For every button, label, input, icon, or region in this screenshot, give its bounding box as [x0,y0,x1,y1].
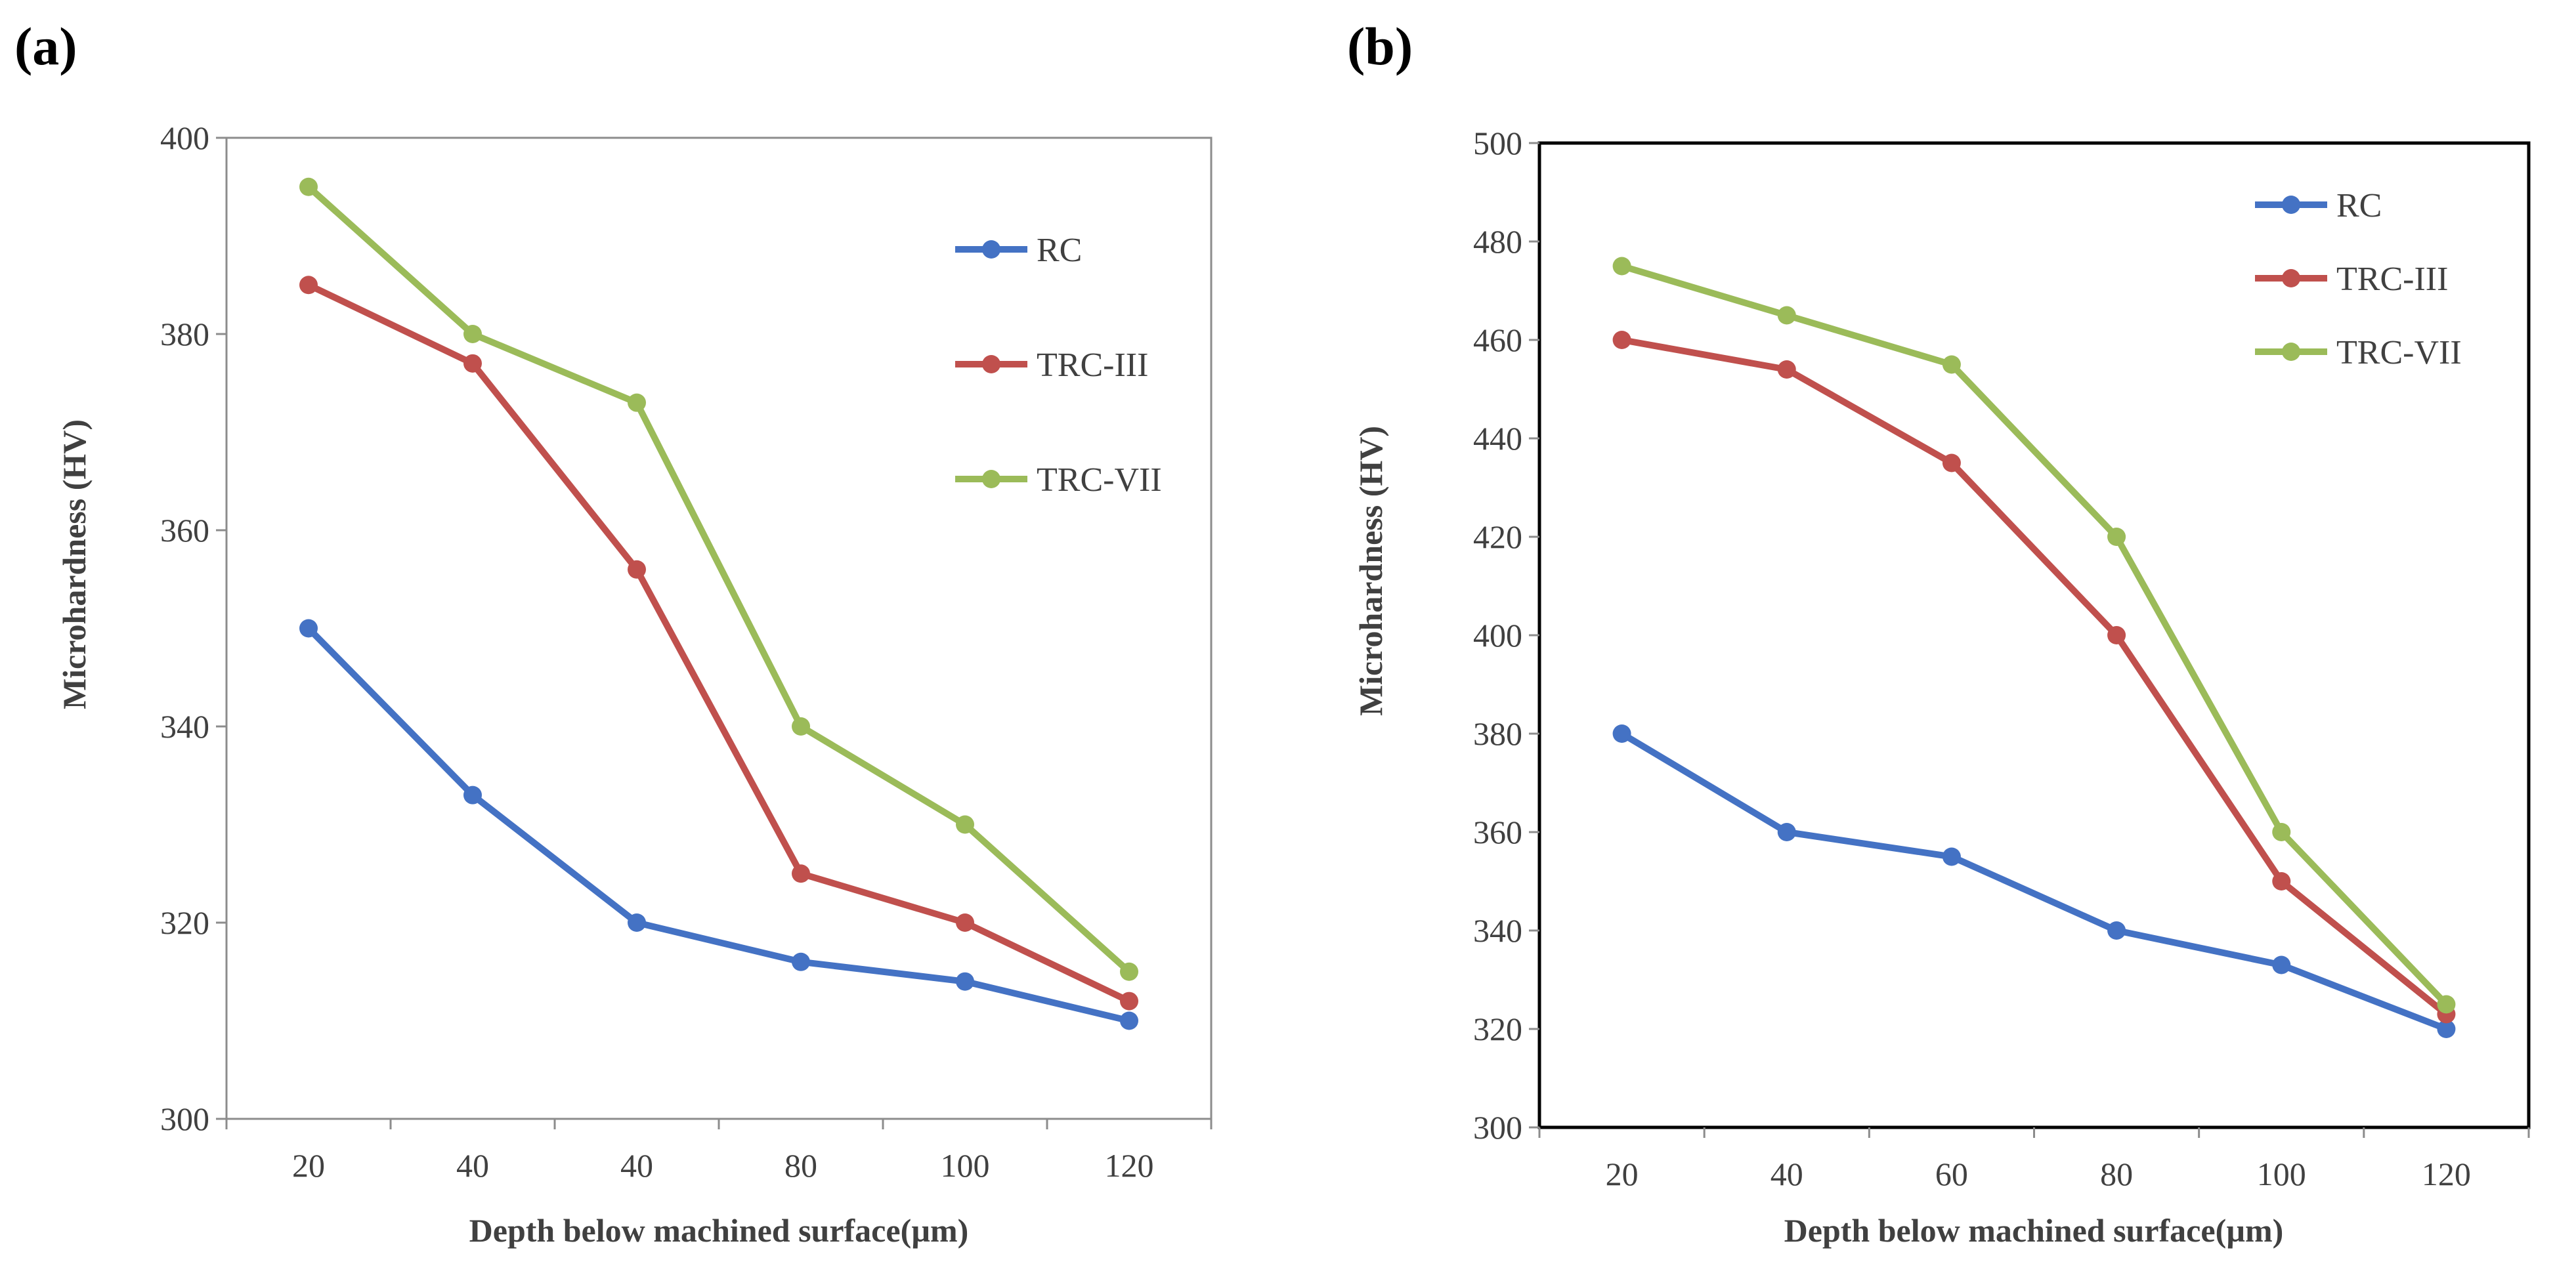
x-axis-title: Depth below machined surface(µm) [1784,1212,2284,1249]
y-axis-title: Microhardness (HV) [1352,426,1389,716]
data-point-trc-vii [1612,257,1631,276]
data-point-trc-vii [1777,306,1796,325]
data-point-trc-iii [1942,453,1961,472]
series-line-rc [305,625,1132,1024]
data-point-rc [956,972,974,991]
y-tick-label: 320 [160,904,209,941]
data-point-trc-vii [792,717,810,736]
x-tick-label: 40 [620,1147,653,1184]
y-tick-label: 400 [160,119,209,156]
x-tick-label: 80 [2100,1156,2133,1192]
data-point-rc [463,785,482,805]
data-point-trc-iii [299,276,318,295]
y-tick-label: 380 [1473,715,1522,752]
x-tick-label: 40 [1771,1156,1803,1192]
series-line-trc-iii [305,282,1132,1005]
data-point-trc-vii [956,815,974,834]
legend-swatch-marker-rc [2282,196,2300,214]
y-tick-label: 420 [1473,518,1522,555]
legend-label-rc: RC [1037,232,1082,269]
x-tick-label: 100 [2257,1156,2306,1192]
data-point-rc [299,619,318,638]
data-point-rc [1777,823,1796,841]
data-point-trc-iii [2107,626,2126,644]
x-tick-label: 40 [456,1147,489,1184]
legend-label-trc-iii: TRC-III [1037,346,1148,384]
x-axis-title: Depth below machined surface(µm) [469,1212,969,1249]
data-point-trc-iii [792,864,810,883]
panel-label: (b) [1347,16,1413,76]
data-point-trc-vii [628,393,646,412]
data-point-trc-vii [1120,962,1138,981]
x-tick-label: 20 [292,1147,325,1184]
data-point-trc-vii [2272,823,2291,841]
x-tick-label: 120 [2422,1156,2471,1192]
legend-swatch-marker-trc-iii [2282,269,2300,287]
legend-swatch-marker-trc-iii [982,355,1000,373]
data-point-trc-vii [1942,355,1961,374]
series-line-trc-vii [305,183,1132,975]
y-tick-label: 440 [1473,420,1522,457]
x-tick-label: 60 [1935,1156,1968,1192]
legend-swatch-marker-trc-vii [2282,343,2300,361]
y-tick-label: 360 [160,512,209,549]
data-point-trc-vii [299,177,318,196]
y-axis-title: Microhardness (HV) [56,419,93,709]
y-tick-label: 360 [1473,814,1522,850]
chart-panel-b: (b) 300 320 340 360 380 400 420 440 460 480 500 20 40… [1347,16,2531,1249]
y-tick-label: 500 [1473,125,1522,161]
plot-area [1537,141,2531,1129]
y-tick-label: 480 [1473,223,1522,260]
data-point-trc-iii [463,354,482,373]
legend-swatch-marker-rc [982,240,1000,259]
data-point-rc [1942,847,1961,866]
data-point-trc-iii [1612,331,1631,349]
data-point-rc [2437,1020,2456,1038]
panel-label: (a) [14,16,77,76]
plot-area [225,136,1213,1120]
data-point-rc [628,913,646,932]
legend-label-trc-vii: TRC-VII [2336,334,2462,371]
x-tick-label: 100 [941,1147,990,1184]
data-point-trc-iii [628,560,646,579]
data-point-trc-vii [2437,995,2456,1014]
y-tick-label: 300 [160,1100,209,1137]
y-tick-label: 320 [1473,1011,1522,1047]
y-tick-label: 340 [1473,912,1522,949]
y-tick-label: 400 [1473,617,1522,654]
legend-label-trc-iii: TRC-III [2336,261,2448,298]
data-point-rc [792,952,810,971]
y-tick-label: 340 [160,708,209,745]
data-point-trc-iii [1120,992,1138,1011]
legend-swatch-marker-trc-vii [982,470,1000,488]
y-tick-label: 460 [1473,322,1522,358]
x-tick-label: 120 [1105,1147,1154,1184]
series-line-trc-vii [1618,262,2450,1008]
series-line-rc [1618,730,2450,1032]
y-tick-label: 300 [1473,1109,1522,1146]
x-tick-label: 80 [784,1147,817,1184]
legend-label-trc-vii: TRC-VII [1037,461,1162,499]
legend-label-rc: RC [2336,187,2382,224]
y-tick-label: 380 [160,316,209,352]
data-point-rc [2272,955,2291,974]
data-point-trc-iii [1777,360,1796,379]
data-point-trc-iii [956,913,974,932]
data-point-rc [1120,1011,1138,1030]
series-line-trc-iii [1618,337,2450,1018]
data-point-trc-vii [2107,528,2126,546]
data-point-rc [2107,921,2126,940]
chart-panel-a: (a) 300 320 340 360 380 400 20 40 40 80 100 120 Depth… [14,16,1213,1249]
data-point-trc-vii [463,325,482,343]
data-point-trc-iii [2272,872,2291,890]
data-point-rc [1612,724,1631,743]
x-tick-label: 20 [1606,1156,1639,1192]
